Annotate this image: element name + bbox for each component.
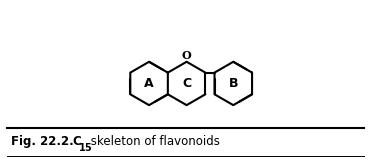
Text: A: A — [144, 77, 154, 90]
Text: $\mathbf{C}$: $\mathbf{C}$ — [72, 135, 82, 148]
Text: B: B — [229, 77, 238, 90]
Text: O: O — [182, 50, 191, 61]
Text: Fig. 22.2.: Fig. 22.2. — [11, 135, 74, 148]
Text: skeleton of flavonoids: skeleton of flavonoids — [87, 135, 220, 148]
Text: C: C — [182, 77, 191, 90]
Text: $\mathbf{15}$: $\mathbf{15}$ — [78, 141, 93, 153]
